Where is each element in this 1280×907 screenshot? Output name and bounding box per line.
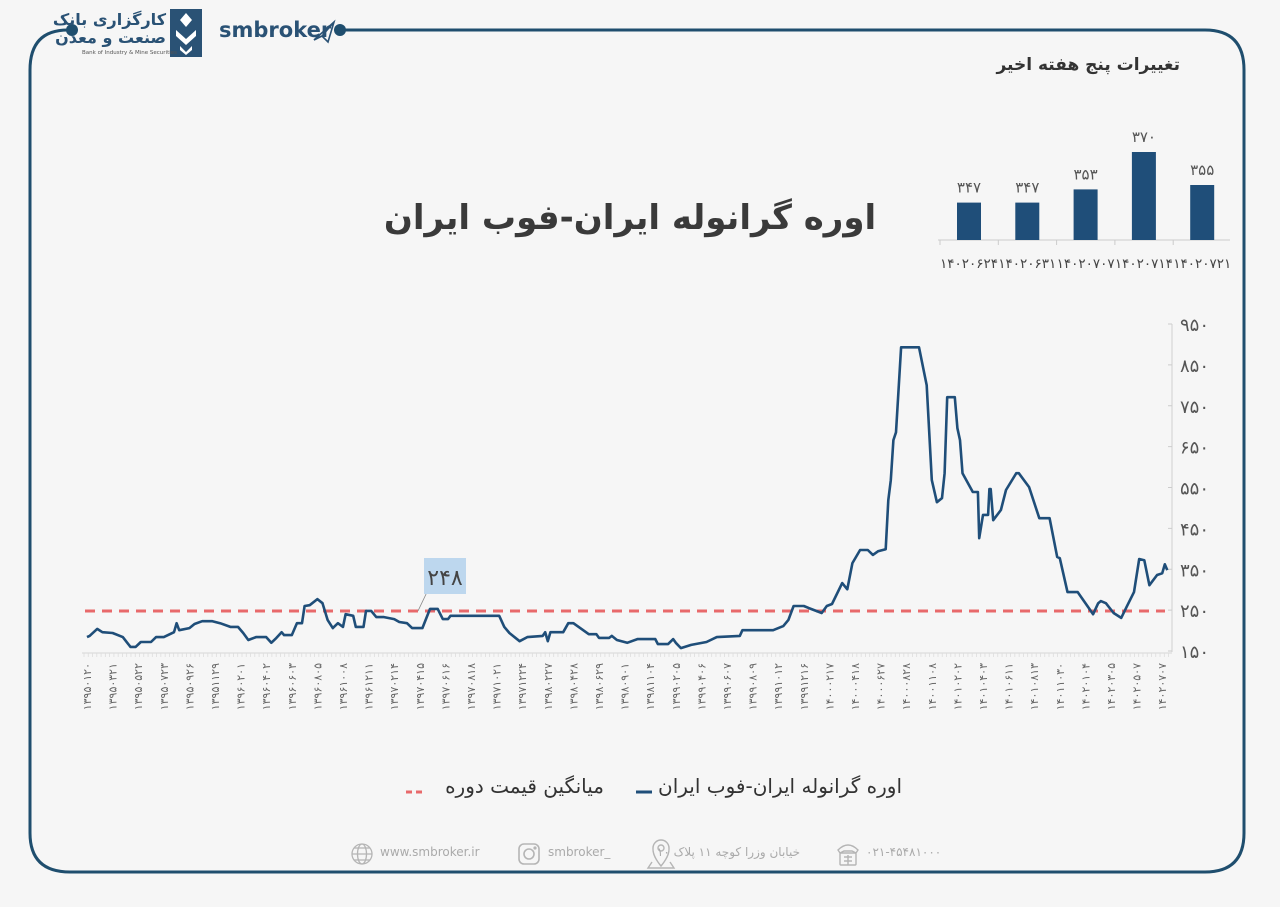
x-tick-label: ۱۴۰۲۰۳۰۵ <box>1105 663 1118 710</box>
logo-subtitle: Bank of Industry & Mine Securities <box>82 50 178 56</box>
average-label-box <box>424 558 466 594</box>
logo-line1: کارگزاری بانک <box>52 10 166 29</box>
footer-address: خیابان وزرا کوچه ۱۱ پلاک ۱۰ <box>656 845 800 859</box>
x-tick-label: ۱۳۹۹۱۰۱۲ <box>772 663 785 710</box>
footer-phone: ۰۲۱-۴۵۴۸۱۰۰۰ <box>866 845 942 859</box>
footer-instagram[interactable]: smbroker_ <box>548 845 611 859</box>
x-tick-label: ۱۳۹۵۰۳۲۱ <box>107 663 120 710</box>
x-tick-label: ۱۴۰۲۰۱۰۴ <box>1079 663 1092 710</box>
frame-dot-right <box>334 24 346 36</box>
bar-category-label: ۱۴۰۲۰۷۱۴ <box>1115 256 1173 272</box>
logo-icon <box>170 9 202 57</box>
x-tick-label: ۱۳۹۶۰۸۰۵ <box>311 663 324 710</box>
x-tick-label: ۱۳۹۷۱۰۲۱ <box>491 663 504 710</box>
bar-category-label: ۱۴۰۲۰۶۳۱ <box>998 256 1056 272</box>
x-tick-label: ۱۴۰۲۰۵۰۷ <box>1131 663 1144 710</box>
bar-category-label: ۱۴۰۲۰۷۰۷ <box>1057 256 1115 272</box>
x-tick-label: ۱۳۹۶۱۲۱۱ <box>363 663 376 710</box>
x-tick-label: ۱۳۹۶۰۲۰۱ <box>235 663 248 710</box>
x-tick-label: ۱۴۰۱۱۰۳۰ <box>1054 663 1067 710</box>
x-tick-label: ۱۳۹۹۱۲۱۶ <box>798 663 811 710</box>
x-tick-label: ۱۴۰۰۰۲۱۷ <box>823 663 836 710</box>
instagram-icon <box>518 843 540 865</box>
x-tick-label: ۱۳۹۷۰۸۱۸ <box>465 663 478 710</box>
x-tick-label: ۱۳۹۵۰۱۲۰ <box>81 663 94 710</box>
y-tick-label: ۹۵۰ <box>1180 315 1209 336</box>
y-tick-label: ۷۵۰ <box>1180 397 1209 418</box>
x-tick-label: ۱۳۹۸۰۴۲۸ <box>567 663 580 710</box>
x-tick-label: ۱۴۰۰۰۸۲۸ <box>900 663 913 710</box>
legend-series-label: اوره گرانوله ایران-فوب ایران <box>658 774 902 798</box>
bar <box>1131 152 1156 240</box>
bar <box>1073 189 1098 240</box>
x-tick-label: ۱۳۹۵۰۵۲۲ <box>132 663 145 710</box>
bar-value-label: ۳۴۷ <box>1015 179 1039 197</box>
x-tick-label: ۱۳۹۵۰۷۲۳ <box>158 663 171 710</box>
logo-line2: صنعت و معدن <box>55 28 166 47</box>
x-tick-label: ۱۳۹۷۰۶۱۶ <box>439 663 452 710</box>
x-tick-label: ۱۴۰۱۰۲۰۲ <box>951 663 964 710</box>
chart-title: اوره گرانوله ایران-فوب ایران <box>383 198 877 238</box>
x-tick-label: ۱۳۹۶۱۰۰۸ <box>337 663 350 710</box>
x-tick-label: ۱۳۹۹۰۸۰۹ <box>747 663 760 710</box>
bar-value-label: ۳۵۳ <box>1074 165 1098 183</box>
y-tick-label: ۶۵۰ <box>1180 438 1209 459</box>
x-tick-label: ۱۳۹۹۰۲۰۵ <box>670 663 683 710</box>
bar <box>957 202 981 240</box>
x-tick-label: ۱۳۹۸۰۹۰۱ <box>619 663 632 710</box>
legend-average-label: میانگین قیمت دوره <box>445 774 604 798</box>
y-tick-label: ۵۵۰ <box>1180 479 1209 500</box>
x-tick-label: ۱۴۰۰۰۶۲۷ <box>875 663 888 710</box>
price-series-line <box>86 345 1169 650</box>
x-tick-label: ۱۳۹۵۰۹۲۶ <box>183 663 196 710</box>
bar <box>1015 202 1040 240</box>
footer-website[interactable]: www.smbroker.ir <box>380 845 480 859</box>
bar-category-label: ۱۴۰۲۰۶۲۴ <box>940 256 998 272</box>
bar-value-label: ۳۷۰ <box>1132 128 1156 146</box>
location-pin-icon <box>646 839 676 869</box>
x-tick-label: ۱۴۰۱۰۸۱۳ <box>1028 663 1041 710</box>
average-label: ۲۴۸ <box>427 566 463 591</box>
y-tick-label: ۲۵۰ <box>1180 601 1209 622</box>
x-tick-label: ۱۳۹۵۱۱۲۹ <box>209 663 222 710</box>
frame-dot-left <box>66 24 78 36</box>
x-tick-label: ۱۴۰۰۱۱۰۸ <box>926 663 939 710</box>
bar <box>1190 185 1215 240</box>
x-tick-label: ۱۳۹۹۰۶۰۷ <box>721 663 734 710</box>
y-tick-label: ۸۵۰ <box>1180 356 1209 377</box>
paper-plane-icon <box>313 19 336 44</box>
x-tick-label: ۱۳۹۸۰۲۲۷ <box>542 663 555 710</box>
x-tick-label: ۱۳۹۸۰۶۲۹ <box>593 663 606 710</box>
x-tick-label: ۱۴۰۱۰۶۱۱ <box>1003 663 1016 710</box>
bar-category-label: ۱۴۰۲۰۷۲۱ <box>1173 256 1231 272</box>
bar-value-label: ۳۴۷ <box>957 179 981 197</box>
x-tick-label: ۱۳۹۷۱۲۲۴ <box>516 663 529 710</box>
phone-icon <box>837 844 859 866</box>
y-tick-label: ۱۵۰ <box>1180 642 1209 663</box>
x-tick-label: ۱۴۰۲۰۷۰۷ <box>1156 663 1169 710</box>
y-tick-label: ۴۵۰ <box>1180 519 1209 540</box>
globe-icon <box>351 843 373 865</box>
x-tick-label: ۱۳۹۸۱۱۰۴ <box>644 663 657 710</box>
bar-value-label: ۳۵۵ <box>1190 161 1214 179</box>
x-tick-label: ۱۳۹۶۰۶۰۳ <box>286 663 299 710</box>
bar-chart-title: تغییرات پنج هفته اخیر <box>996 55 1180 75</box>
x-tick-label: ۱۴۰۱۰۴۰۳ <box>977 663 990 710</box>
x-tick-label: ۱۳۹۹۰۴۰۶ <box>695 663 708 710</box>
x-tick-label: ۱۳۹۶۰۴۰۲ <box>260 663 273 710</box>
x-tick-label: ۱۴۰۰۰۴۱۸ <box>849 663 862 710</box>
brand-name: smbroker <box>219 18 332 42</box>
frame-border <box>28 28 1246 874</box>
x-tick-label: ۱۳۹۷۰۲۱۴ <box>388 663 401 710</box>
x-tick-label: ۱۳۹۷۰۴۱۵ <box>414 663 427 710</box>
y-tick-label: ۳۵۰ <box>1180 560 1209 581</box>
